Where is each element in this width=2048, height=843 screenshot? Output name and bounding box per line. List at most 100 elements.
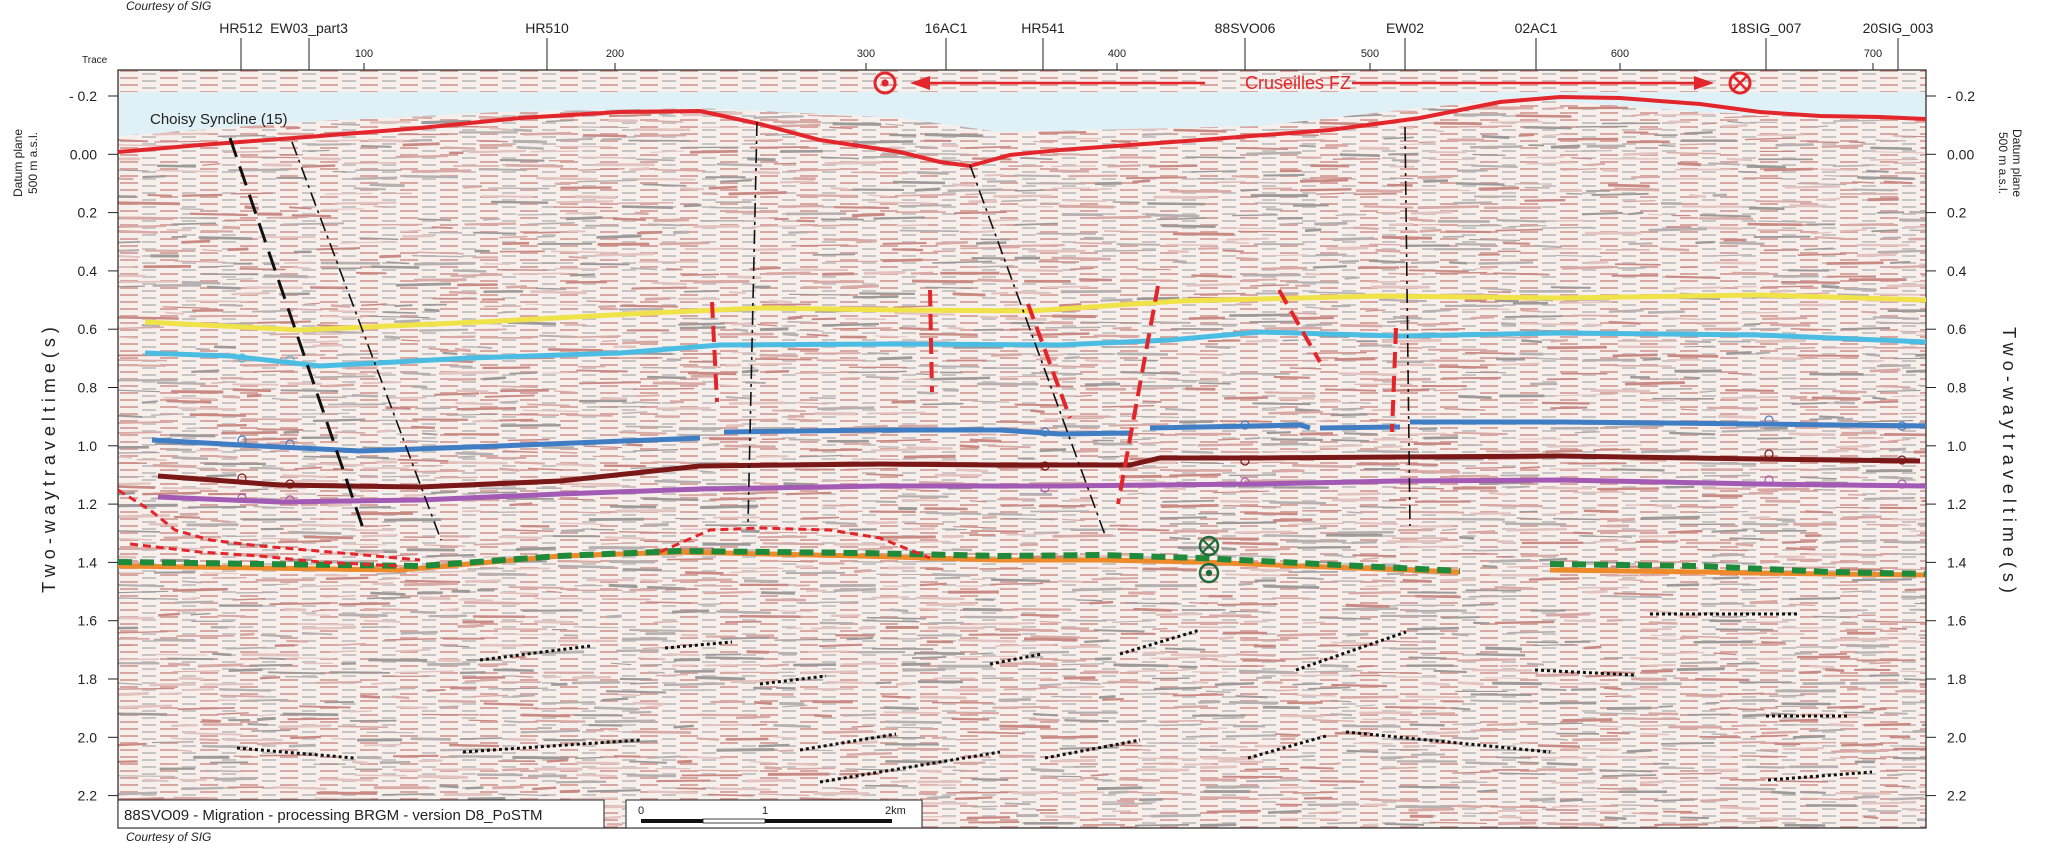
reflector-wiggle <box>259 754 316 757</box>
reflector-wiggle <box>1699 735 1741 739</box>
right-time-tick: 1.2 <box>1947 496 1967 512</box>
reflector-wiggle <box>1852 578 1912 582</box>
reflector-wiggle <box>163 535 222 540</box>
reflector-wiggle <box>757 323 778 327</box>
reflector-wiggle <box>1388 432 1447 436</box>
reflector-wiggle <box>1877 389 1921 393</box>
reflector-wiggle <box>386 261 410 265</box>
reflector-wiggle <box>646 705 663 708</box>
reflector-wiggle <box>1641 449 1690 454</box>
reflector-wiggle <box>118 414 143 419</box>
well-label: HR512 <box>219 20 263 36</box>
reflector-wiggle <box>851 171 908 174</box>
reflector-wiggle <box>845 768 907 771</box>
reflector-wiggle <box>414 470 465 473</box>
reflector-wiggle <box>182 580 202 584</box>
reflector-wiggle <box>1520 466 1541 470</box>
reflector-wiggle <box>156 381 206 385</box>
reflector-wiggle <box>1064 356 1080 360</box>
reflector-wiggle <box>118 225 166 228</box>
reflector-wiggle <box>1495 362 1540 366</box>
reflector-wiggle <box>795 371 845 374</box>
reflector-wiggle <box>955 468 989 473</box>
reflector-wiggle <box>1870 146 1912 151</box>
reflector-wiggle <box>600 396 628 401</box>
reflector-wiggle <box>1779 718 1819 722</box>
reflector-wiggle <box>1818 466 1860 471</box>
reflector-wiggle <box>787 321 813 323</box>
reflector-wiggle <box>219 694 265 698</box>
reflector-wiggle <box>894 560 957 563</box>
reflector-wiggle <box>438 699 476 703</box>
reflector-wiggle <box>877 356 913 361</box>
reflector-wiggle <box>1388 152 1419 156</box>
reflector-wiggle <box>751 225 807 228</box>
reflector-wiggle <box>975 241 1007 245</box>
reflector-wiggle <box>1893 357 1926 360</box>
reflector-wiggle <box>1382 388 1430 392</box>
reflector-wiggle <box>457 623 484 628</box>
reflector-wiggle <box>1829 716 1864 719</box>
reflector-wiggle <box>817 406 875 411</box>
reflector-wiggle <box>1571 688 1597 691</box>
reflector-wiggle <box>575 761 620 765</box>
reflector-wiggle <box>853 568 872 574</box>
reflector-wiggle <box>1647 213 1663 216</box>
reflector-wiggle <box>1917 384 1926 387</box>
reflector-wiggle <box>426 689 446 692</box>
reflector-wiggle <box>484 394 535 398</box>
reflector-wiggle <box>1545 449 1583 454</box>
reflector-wiggle <box>1755 749 1778 753</box>
reflector-wiggle <box>1494 585 1534 590</box>
reflector-wiggle <box>522 409 580 413</box>
reflector-wiggle <box>1166 244 1218 247</box>
reflector-wiggle <box>1858 419 1914 423</box>
reflector-wiggle <box>677 433 720 437</box>
reflector-wiggle <box>619 431 667 435</box>
reflector-wiggle <box>1542 106 1564 110</box>
reflector-wiggle <box>1212 490 1270 494</box>
reflector-wiggle <box>1869 661 1891 665</box>
reflector-wiggle <box>174 515 201 519</box>
reflector-wiggle <box>198 265 234 268</box>
reflector-wiggle <box>1001 504 1035 507</box>
reflector-wiggle <box>455 389 489 393</box>
reflector-wiggle <box>1781 540 1816 544</box>
reflector-wiggle <box>924 133 984 138</box>
reflector-wiggle <box>1249 568 1292 572</box>
reflector-wiggle <box>1456 658 1516 662</box>
reflector-wiggle <box>1058 303 1082 307</box>
right-time-tick: 0.6 <box>1947 321 1967 337</box>
left-time-tick: 2.0 <box>78 729 98 745</box>
reflector-wiggle <box>1305 272 1321 276</box>
right-time-tick: 0.2 <box>1947 205 1967 221</box>
reflector-wiggle <box>1292 464 1353 469</box>
reflector-wiggle <box>848 370 907 374</box>
reflector-wiggle <box>882 258 923 263</box>
reflector-wiggle <box>596 234 642 239</box>
reflector-wiggle <box>798 454 843 458</box>
reflector-wiggle <box>977 264 1014 268</box>
reflector-wiggle <box>1013 174 1061 178</box>
reflector-wiggle <box>871 596 909 599</box>
reflector-wiggle <box>868 201 930 205</box>
reflector-wiggle <box>1572 738 1622 742</box>
reflector-wiggle <box>621 205 673 209</box>
reflector-wiggle <box>1052 153 1081 156</box>
reflector-wiggle <box>396 433 415 436</box>
reflector-wiggle <box>1145 213 1200 218</box>
reflector-wiggle <box>918 791 937 796</box>
reflector-wiggle <box>1362 823 1379 827</box>
reflector-wiggle <box>1218 760 1264 764</box>
reflector-wiggle <box>1788 432 1836 437</box>
reflector-wiggle <box>922 402 964 406</box>
reflector-wiggle <box>911 656 947 660</box>
reflector-wiggle <box>1626 748 1652 754</box>
reflector-wiggle <box>468 719 497 722</box>
reflector-wiggle <box>918 364 980 368</box>
reflector-wiggle <box>1348 591 1401 595</box>
reflector-wiggle <box>253 370 295 373</box>
reflector-wiggle <box>1024 637 1078 642</box>
reflector-wiggle <box>418 328 468 332</box>
reflector-wiggle <box>796 194 859 198</box>
